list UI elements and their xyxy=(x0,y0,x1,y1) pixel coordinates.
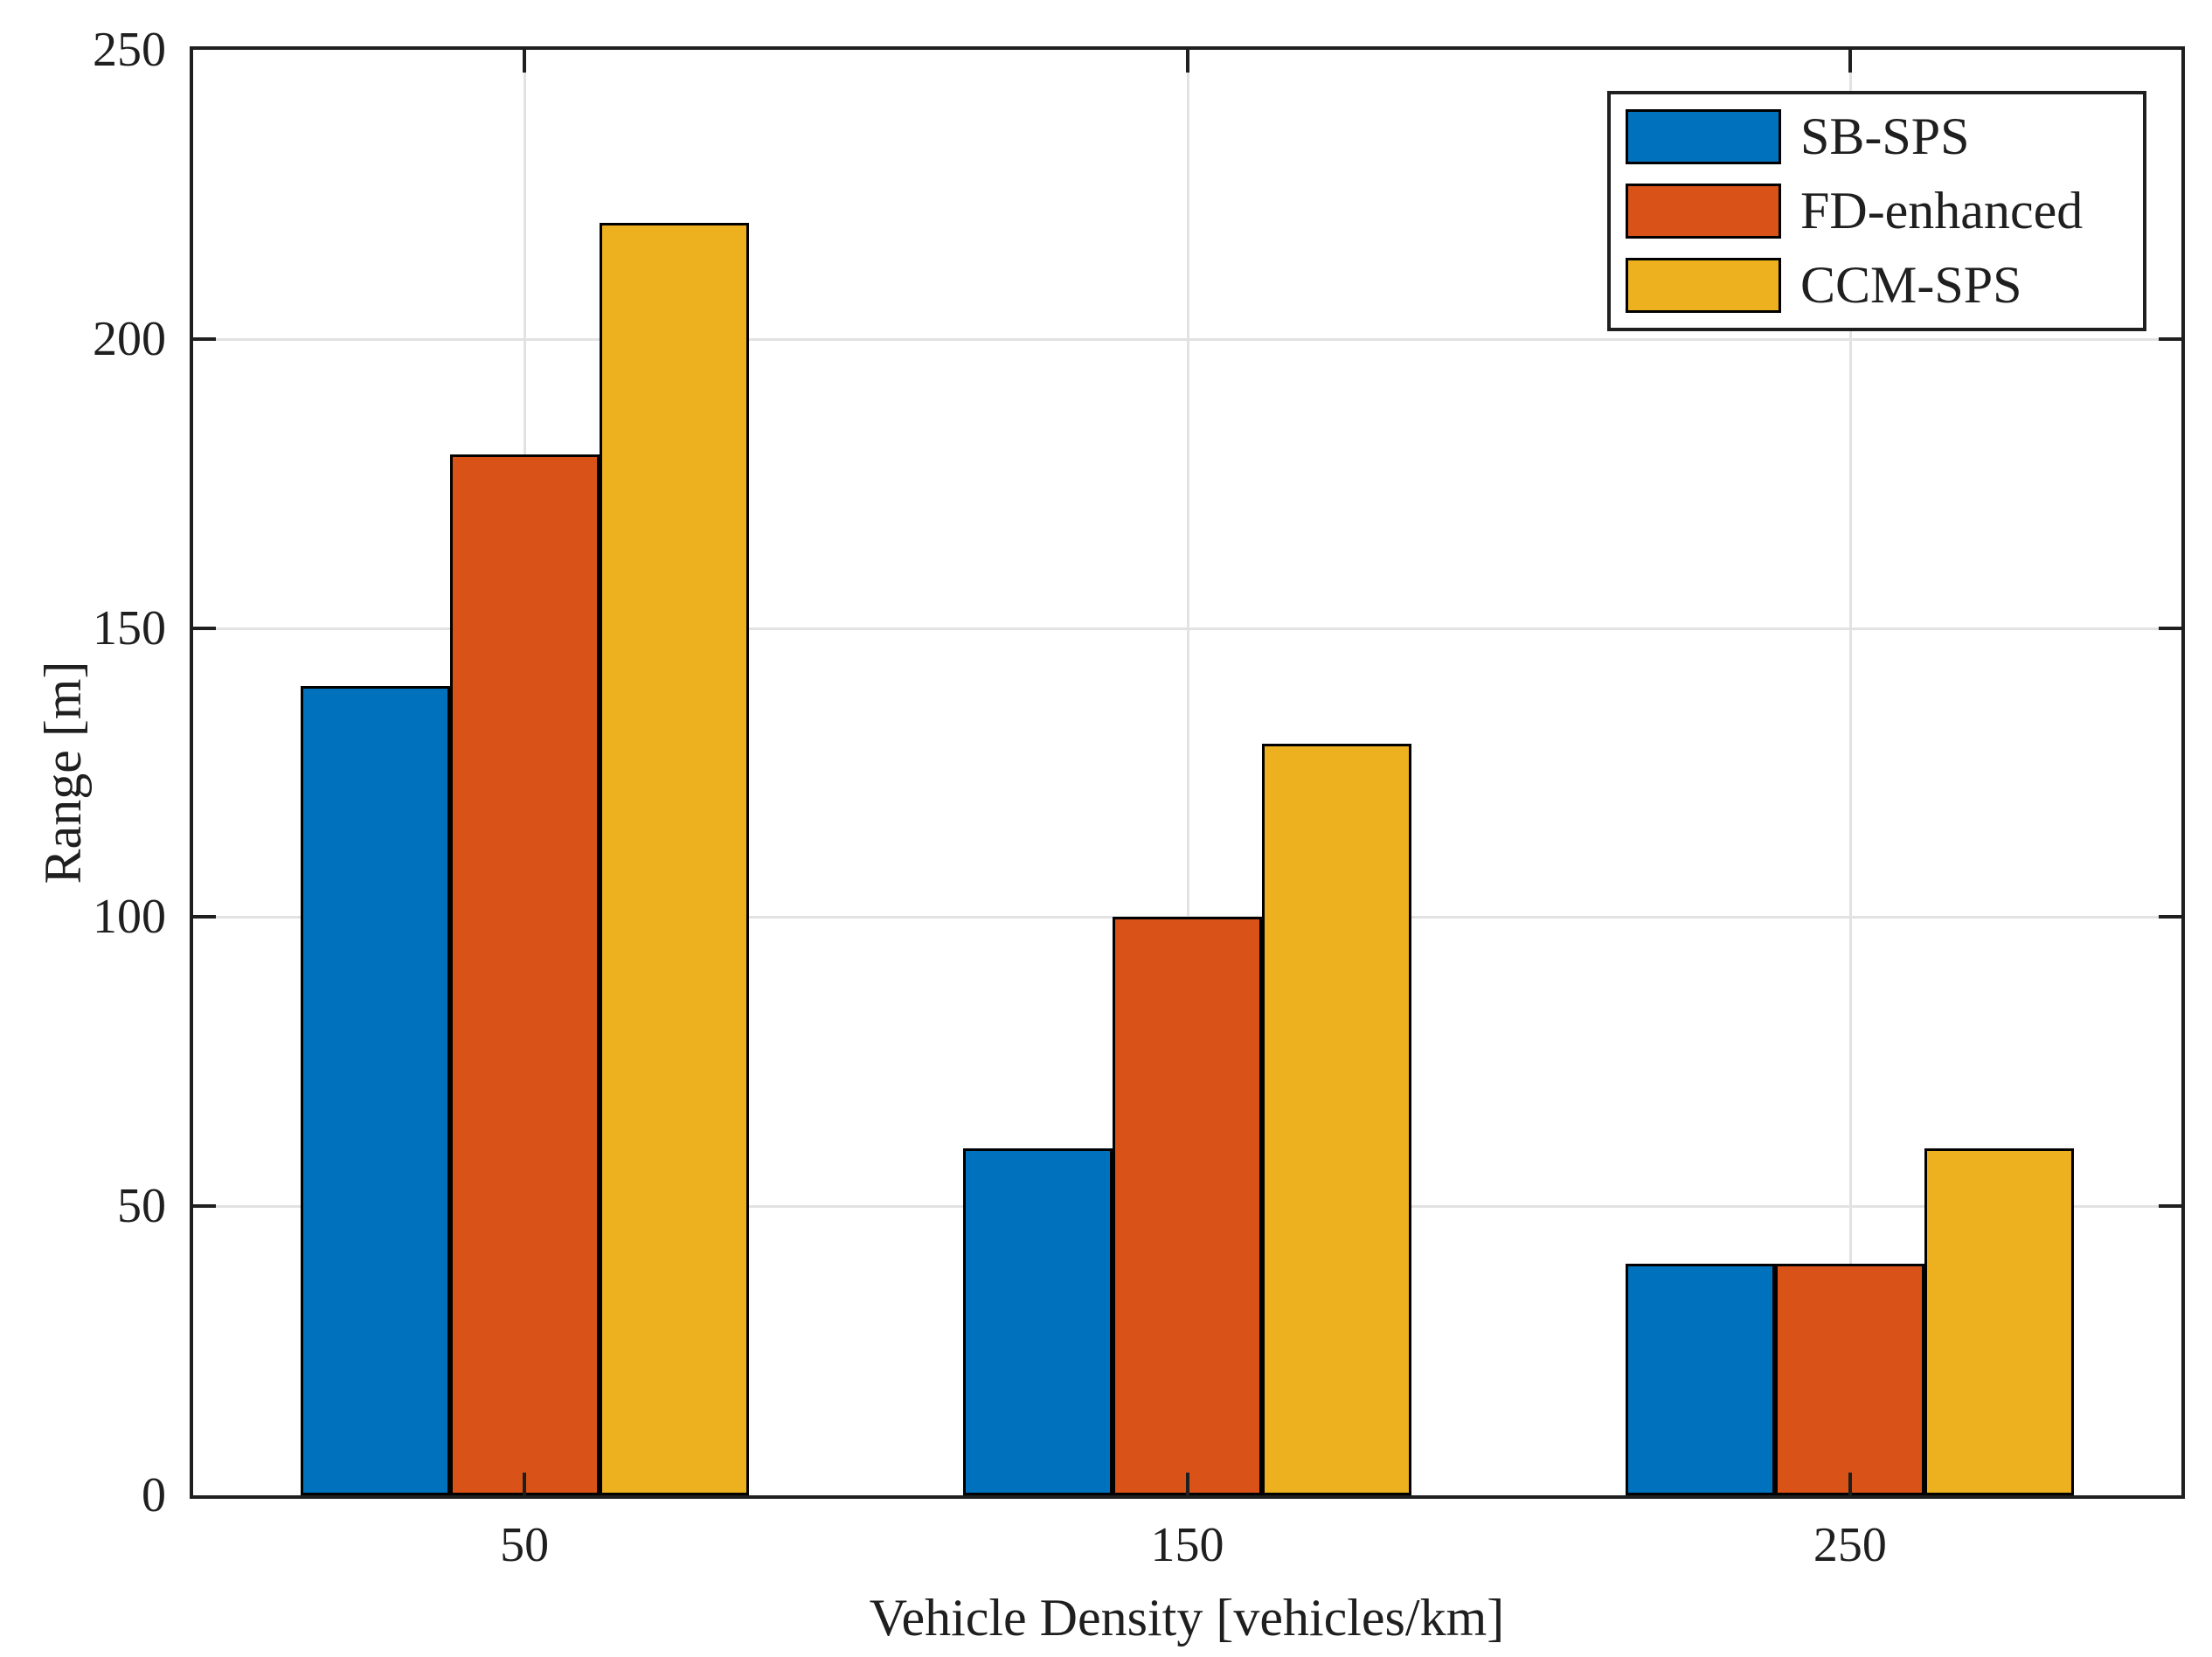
bar-FD-enhanced-250 xyxy=(1775,1264,1925,1495)
y-tick-200-left xyxy=(193,336,216,341)
bar-SB-SPS-250 xyxy=(1626,1264,1776,1495)
legend-label-SB-SPS: SB-SPS xyxy=(1800,107,1970,165)
y-tick-label-200: 200 xyxy=(93,311,166,366)
bar-CCM-SPS-150 xyxy=(1262,744,1411,1495)
x-tick-250-top xyxy=(1848,50,1852,73)
v-gridline-150 xyxy=(1186,50,1189,1495)
legend-swatch-FD-enhanced xyxy=(1626,184,1781,239)
legend-label-FD-enhanced: FD-enhanced xyxy=(1800,182,2084,239)
x-tick-label-50: 50 xyxy=(500,1518,550,1572)
legend-item-CCM-SPS: CCM-SPS xyxy=(1626,258,2134,313)
legend-swatch-SB-SPS xyxy=(1626,109,1781,164)
v-gridline-250 xyxy=(1848,50,1852,1495)
bar-SB-SPS-150 xyxy=(963,1148,1113,1495)
legend-item-SB-SPS: SB-SPS xyxy=(1626,109,2134,164)
x-tick-150-top xyxy=(1185,50,1189,73)
y-tick-label-150: 150 xyxy=(93,600,166,655)
y-tick-label-50: 50 xyxy=(117,1179,166,1234)
y-tick-100-right xyxy=(2159,915,2181,919)
bar-FD-enhanced-150 xyxy=(1113,917,1262,1495)
y-tick-label-100: 100 xyxy=(93,890,166,945)
x-axis-label: Vehicle Density [vehicles/km] xyxy=(869,1589,1505,1647)
y-tick-200-right xyxy=(2159,336,2181,341)
y-tick-label-250: 250 xyxy=(93,23,166,77)
y-tick-label-0: 0 xyxy=(142,1468,166,1522)
x-tick-label-150: 150 xyxy=(1150,1518,1224,1572)
x-tick-150-bottom xyxy=(1185,1473,1189,1495)
legend-swatch-CCM-SPS xyxy=(1626,258,1781,313)
y-axis-label: Range [m] xyxy=(34,661,92,884)
legend-label-CCM-SPS: CCM-SPS xyxy=(1800,256,2022,314)
y-tick-50-left xyxy=(193,1204,216,1209)
bar-CCM-SPS-250 xyxy=(1924,1148,2075,1495)
y-tick-150-right xyxy=(2159,626,2181,630)
bar-CCM-SPS-50 xyxy=(599,223,749,1495)
x-tick-250-bottom xyxy=(1848,1473,1852,1495)
legend: SB-SPS FD-enhanced CCM-SPS xyxy=(1607,91,2146,331)
x-tick-50-bottom xyxy=(523,1473,527,1495)
bar-SB-SPS-50 xyxy=(300,686,450,1495)
y-tick-150-left xyxy=(193,626,216,630)
x-tick-50-top xyxy=(523,50,527,73)
y-tick-100-left xyxy=(193,915,216,919)
x-tick-label-250: 250 xyxy=(1813,1518,1887,1572)
legend-item-FD-enhanced: FD-enhanced xyxy=(1626,184,2134,239)
y-tick-50-right xyxy=(2159,1204,2181,1209)
bar-FD-enhanced-50 xyxy=(449,454,600,1495)
